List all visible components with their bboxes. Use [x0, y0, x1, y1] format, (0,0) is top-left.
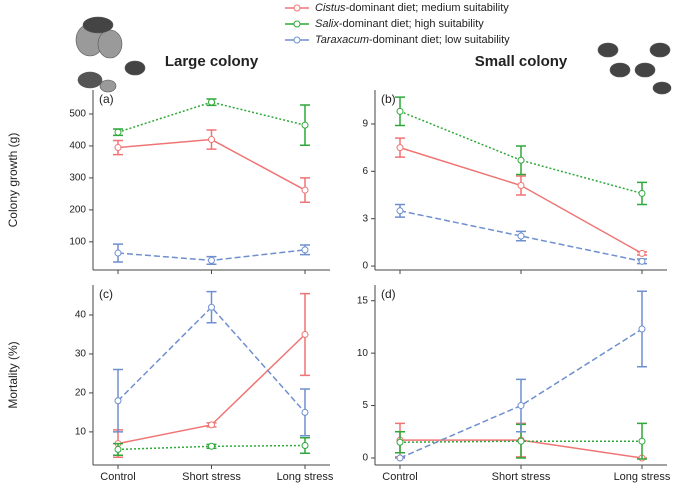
legend-genus: Cistus: [315, 2, 346, 14]
x-tick-label: Long stress: [614, 471, 671, 483]
y-tick-label: 30: [75, 349, 87, 360]
series-line: [117, 101, 306, 133]
x-tick-label: Control: [100, 471, 135, 483]
data-point: [114, 249, 122, 257]
y-tick-label: 10: [357, 348, 369, 359]
data-point: [114, 144, 122, 152]
series-line: [117, 306, 306, 413]
data-point: [301, 408, 309, 416]
data-point: [114, 397, 122, 405]
data-point: [638, 437, 646, 445]
legend-rest: -dominant diet; low suitability: [369, 34, 510, 46]
data-point: [638, 325, 646, 333]
y-tick-label: 15: [357, 295, 369, 306]
legend-marker: [293, 4, 301, 12]
x-tick-label: Long stress: [277, 471, 334, 483]
data-point: [208, 421, 215, 429]
data-point: [517, 402, 525, 410]
data-point: [114, 128, 122, 136]
y-tick-label: 6: [362, 166, 368, 177]
data-point: [396, 144, 404, 152]
y-tick-label: 9: [362, 119, 368, 130]
data-point: [517, 182, 525, 190]
data-point: [517, 156, 525, 164]
data-point: [208, 98, 215, 106]
data-point: [396, 454, 404, 462]
y-tick-label: 100: [69, 237, 86, 248]
data-point: [638, 189, 646, 197]
panel-label: (d): [381, 287, 396, 301]
data-point: [301, 442, 309, 450]
y-tick-label: 400: [69, 141, 86, 152]
data-point: [396, 207, 404, 215]
y-tick-label: 10: [75, 427, 87, 438]
y-axis-label: Colony growth (g): [6, 133, 20, 228]
legend-marker: [293, 20, 301, 28]
x-tick-label: Short stress: [182, 471, 241, 483]
y-tick-label: 0: [362, 453, 368, 464]
data-point: [301, 186, 309, 194]
legend-entry: Taraxacum-dominant diet; low suitability: [315, 34, 510, 46]
data-point: [301, 246, 309, 254]
legend-entry: Salix-dominant diet; high suitability: [315, 18, 484, 30]
panel-label: (a): [99, 92, 114, 106]
data-point: [208, 303, 215, 311]
y-tick-label: 500: [69, 109, 86, 120]
x-tick-label: Control: [382, 471, 417, 483]
data-point: [638, 249, 646, 257]
data-point: [208, 136, 215, 144]
data-point: [638, 257, 646, 265]
panel-title: Large colony: [165, 53, 259, 70]
y-tick-label: 5: [362, 400, 368, 411]
data-point: [517, 232, 525, 240]
y-tick-label: 20: [75, 388, 87, 399]
legend-genus: Taraxacum: [315, 34, 369, 46]
data-point: [208, 442, 215, 450]
data-point: [301, 330, 309, 338]
y-tick-label: 0: [362, 261, 368, 272]
y-tick-label: 200: [69, 205, 86, 216]
legend-genus: Salix: [315, 18, 339, 30]
y-tick-label: 40: [75, 310, 87, 321]
data-point: [396, 438, 404, 446]
data-point: [396, 107, 404, 115]
data-point: [301, 121, 309, 129]
series-line: [399, 210, 643, 263]
legend-rest: -dominant diet; medium suitability: [346, 2, 510, 14]
legend-entry: Cistus-dominant diet; medium suitability: [315, 2, 509, 14]
y-tick-label: 300: [69, 173, 86, 184]
legend-rest: -dominant diet; high suitability: [339, 18, 484, 30]
data-point: [208, 256, 215, 264]
panel-label: (c): [99, 287, 113, 301]
legend-marker: [293, 36, 301, 44]
panel-label: (b): [381, 92, 396, 106]
data-point: [517, 437, 525, 445]
x-tick-label: Short stress: [492, 471, 551, 483]
panel-title: Small colony: [475, 53, 568, 70]
y-tick-label: 3: [362, 213, 368, 224]
y-axis-label: Mortality (%): [6, 341, 20, 408]
data-point: [114, 445, 122, 453]
bee-icons: [75, 16, 672, 95]
